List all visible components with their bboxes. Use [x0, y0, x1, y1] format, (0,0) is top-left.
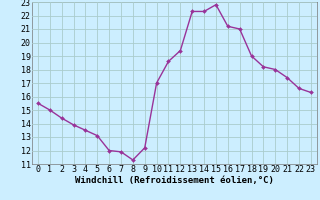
X-axis label: Windchill (Refroidissement éolien,°C): Windchill (Refroidissement éolien,°C) [75, 176, 274, 185]
